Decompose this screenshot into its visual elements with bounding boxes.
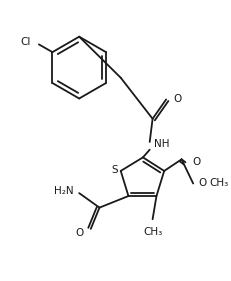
Text: S: S <box>111 165 118 175</box>
Text: NH: NH <box>154 139 169 149</box>
Text: Cl: Cl <box>21 37 31 47</box>
Text: CH₃: CH₃ <box>143 227 162 237</box>
Text: O: O <box>198 178 206 189</box>
Text: O: O <box>76 228 84 238</box>
Text: CH₃: CH₃ <box>210 178 229 187</box>
Text: O: O <box>174 94 182 105</box>
Text: O: O <box>192 157 201 167</box>
Text: H₂N: H₂N <box>54 186 73 196</box>
